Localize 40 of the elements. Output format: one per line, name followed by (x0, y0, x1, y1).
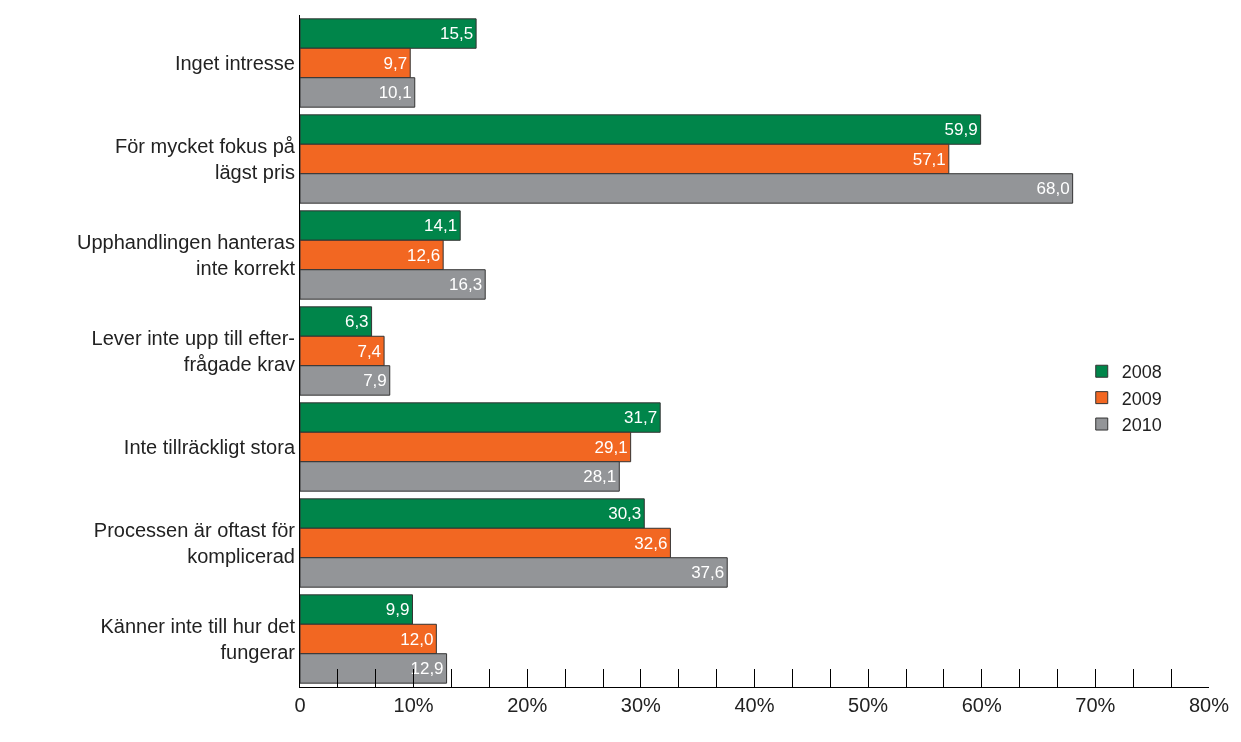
data-label: 9,7 (383, 53, 408, 73)
data-label: 31,7 (624, 408, 658, 428)
legend-label: 2010 (1121, 415, 1162, 436)
y-tick-label: Inte tillräckligt stora (123, 436, 296, 458)
data-label: 57,1 (912, 149, 946, 169)
data-label: 12,9 (410, 658, 444, 678)
data-label: 30,3 (608, 504, 642, 524)
data-label: 12,6 (407, 245, 441, 265)
x-tick-label: 30% (620, 694, 662, 716)
y-tick-label: Känner inte till hur det fungerar (100, 615, 296, 663)
data-label: 29,1 (594, 437, 628, 457)
legend-label: 2009 (1121, 388, 1162, 409)
y-tick-label: Upphandlingen hanteras inte korrekt (77, 231, 296, 279)
x-tick-label: 0 (294, 694, 306, 716)
data-label: 14,1 (424, 216, 458, 236)
x-tick-label: 50% (848, 694, 889, 716)
y-tick-label: För mycket fokus på lägst pris (114, 135, 296, 183)
data-label: 32,6 (634, 533, 668, 553)
x-tick-label: 10% (393, 694, 434, 716)
data-label: 12,0 (400, 629, 434, 649)
y-tick-label: Inget intresse (174, 52, 295, 74)
data-label: 7,4 (357, 341, 382, 361)
data-label: 16,3 (449, 274, 483, 294)
data-label: 37,6 (691, 562, 725, 582)
data-label: 28,1 (583, 466, 617, 486)
data-label: 6,3 (344, 312, 369, 332)
data-label: 15,5 (440, 24, 474, 44)
x-tick-label: 80% (1188, 694, 1230, 716)
data-label: 59,9 (944, 120, 978, 140)
data-label: 68,0 (1036, 178, 1070, 198)
x-tick-label: 40% (734, 694, 775, 716)
x-tick-label: 60% (961, 694, 1002, 716)
x-tick-label: 20% (507, 694, 548, 716)
y-tick-label: Lever inte upp till efter- frågade krav (91, 327, 295, 375)
legend-label: 2008 (1121, 362, 1162, 383)
data-label: 9,9 (385, 600, 410, 620)
y-tick-label: Processen är oftast för komplicerad (93, 519, 296, 567)
data-label: 10,1 (378, 82, 412, 102)
data-label: 7,9 (363, 370, 387, 390)
x-tick-label: 70% (1075, 694, 1116, 716)
